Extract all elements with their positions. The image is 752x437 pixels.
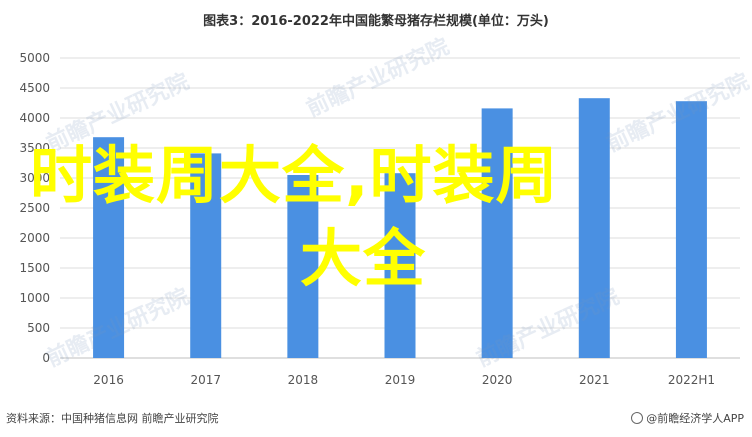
x-tick-label: 2017 bbox=[190, 373, 221, 387]
brand-icon bbox=[631, 412, 644, 424]
x-tick-label: 2021 bbox=[579, 373, 610, 387]
x-tick-label: 2019 bbox=[385, 373, 416, 387]
x-tick-label: 2018 bbox=[288, 373, 319, 387]
chart-title: 图表3：2016-2022年中国能繁母猪存栏规模(单位：万头) bbox=[203, 14, 549, 29]
bar-2019 bbox=[384, 173, 416, 358]
y-tick-label: 3500 bbox=[19, 141, 50, 155]
y-tick-label: 2500 bbox=[19, 201, 50, 215]
overlay-text-line1: 时装周大全,时装周 bbox=[30, 139, 559, 212]
bar-2022H1 bbox=[675, 101, 707, 358]
x-tick-label: 2020 bbox=[482, 373, 513, 387]
bar-2021 bbox=[578, 98, 610, 358]
y-tick-label: 0 bbox=[42, 351, 50, 365]
y-tick-label: 5000 bbox=[19, 51, 50, 65]
overlay-text-line2: 大全 bbox=[300, 222, 427, 295]
bar-2018 bbox=[287, 175, 319, 358]
y-tick-label: 500 bbox=[27, 321, 50, 335]
y-tick-label: 1000 bbox=[19, 291, 50, 305]
y-tick-label: 2000 bbox=[19, 231, 50, 245]
x-tick-label: 2016 bbox=[93, 373, 124, 387]
y-tick-label: 3000 bbox=[19, 171, 50, 185]
brand-credit: @前瞻经济学人APP bbox=[631, 410, 744, 426]
y-tick-label: 1500 bbox=[19, 261, 50, 275]
y-tick-label: 4500 bbox=[19, 81, 50, 95]
y-tick-label: 4000 bbox=[19, 111, 50, 125]
source-note: 资料来源：中国种猪信息网 前瞻产业研究院 bbox=[6, 412, 219, 425]
bar-2020 bbox=[481, 108, 513, 359]
bar-2016 bbox=[93, 137, 125, 358]
bar-2017 bbox=[190, 153, 222, 358]
x-tick-label: 2022H1 bbox=[668, 373, 715, 387]
brand-label: @前瞻经济学人APP bbox=[646, 412, 744, 425]
